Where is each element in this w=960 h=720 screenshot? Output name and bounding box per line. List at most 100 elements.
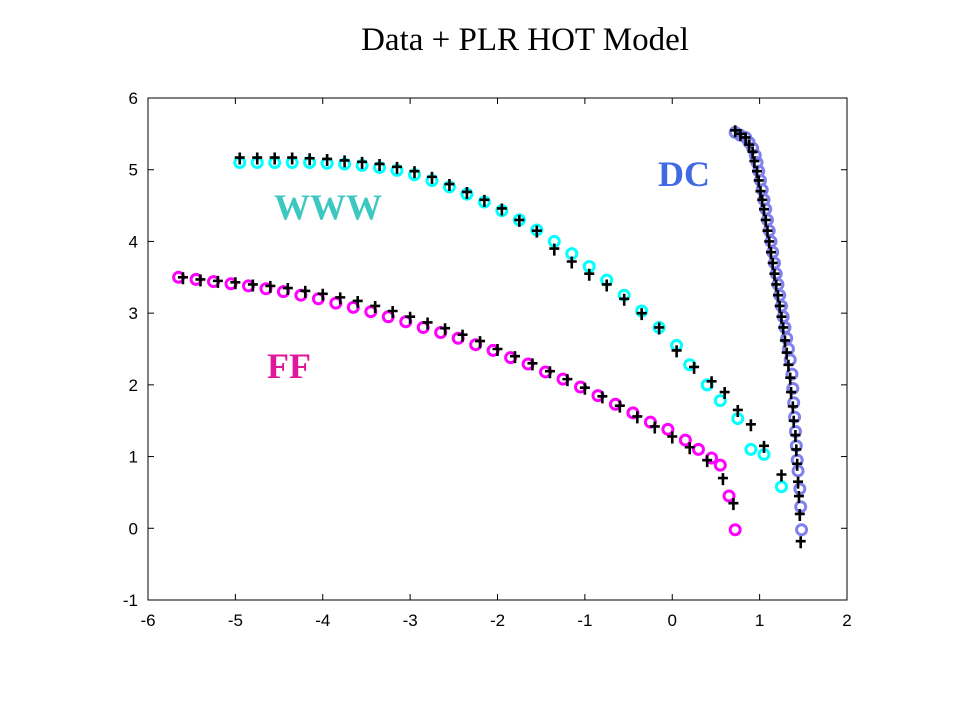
model-point-dc [795, 523, 809, 537]
data-point-dc [788, 415, 799, 428]
model-point-ff [713, 458, 727, 472]
data-point-www [252, 152, 263, 165]
model-point-dc [786, 381, 800, 395]
y-tick-label: 3 [129, 304, 138, 323]
data-point-dc [760, 214, 771, 227]
y-tick-label: 4 [129, 232, 138, 251]
data-point-www [619, 293, 630, 306]
x-tick-label: -4 [315, 611, 330, 630]
series-www [233, 152, 788, 494]
data-point-www [601, 279, 612, 292]
data-point-ff [387, 305, 398, 318]
data-point-www [776, 469, 787, 482]
data-point-ff [728, 498, 739, 511]
x-tick-label: -6 [140, 611, 155, 630]
data-point-ff [230, 277, 241, 290]
data-point-ff [544, 366, 555, 379]
chart-title: Data + PLR HOT Model [361, 22, 689, 58]
x-axis: -6 -5 -4 -3 -2 -1 0 1 2 [140, 98, 852, 630]
data-point-dc [730, 125, 741, 138]
data-point-www [654, 322, 665, 335]
data-point-dc [762, 225, 773, 238]
x-tick-label: -3 [403, 611, 418, 630]
model-point-www [774, 480, 788, 494]
data-point-ff [702, 455, 713, 468]
series-label-ff: FF [267, 346, 311, 386]
model-point-dc [780, 331, 794, 345]
data-point-dc [793, 476, 804, 489]
data-point-dc [791, 444, 802, 457]
data-point-dc [787, 401, 798, 414]
data-point-dc [790, 430, 801, 443]
data-point-ff [282, 283, 293, 296]
y-tick-label: 5 [129, 161, 138, 180]
data-point-ff [195, 274, 206, 287]
data-point-dc [753, 175, 764, 188]
y-tick-label: 1 [129, 448, 138, 467]
model-point-dc [785, 367, 799, 381]
x-tick-label: -5 [228, 611, 243, 630]
data-point-dc [757, 194, 768, 207]
data-point-www [304, 153, 315, 166]
data-point-dc [785, 372, 796, 385]
data-point-www [287, 152, 298, 165]
data-point-ff [212, 275, 223, 288]
data-point-www [479, 194, 490, 207]
x-tick-label: 2 [842, 611, 851, 630]
data-point-dc [767, 257, 778, 270]
data-point-ff [457, 329, 468, 342]
data-point-dc [774, 300, 785, 313]
data-point-ff [632, 411, 643, 424]
y-axis: -1 0 1 2 3 4 5 6 [123, 89, 847, 610]
data-point-ff [440, 323, 451, 336]
data-point-www [549, 243, 560, 256]
data-point-ff [684, 442, 695, 455]
model-point-ff [691, 442, 705, 456]
series-ff [172, 270, 742, 537]
data-point-www [706, 376, 717, 389]
data-point-dc [755, 186, 766, 199]
data-point-ff [265, 280, 276, 293]
data-point-dc [749, 156, 760, 169]
data-point-www [719, 387, 730, 400]
data-point-ff [335, 292, 346, 305]
data-point-www [584, 268, 595, 281]
series-layer [172, 125, 809, 549]
x-tick-label: -1 [577, 611, 592, 630]
data-point-dc [747, 146, 758, 159]
data-point-www [671, 345, 682, 358]
model-point-www [713, 394, 727, 408]
data-point-dc [765, 247, 776, 260]
data-point-dc [771, 279, 782, 292]
data-point-ff [614, 400, 625, 413]
x-tick-label: -2 [490, 611, 505, 630]
data-point-www [234, 152, 245, 165]
data-point-www [409, 166, 420, 179]
data-point-ff [649, 421, 660, 434]
data-point-dc [786, 387, 797, 400]
data-point-www [496, 203, 507, 216]
model-point-ff [678, 433, 692, 447]
data-point-www [322, 153, 333, 166]
data-point-ff [475, 336, 486, 349]
y-tick-label: -1 [123, 591, 138, 610]
data-point-dc [752, 166, 763, 179]
data-point-ff [579, 382, 590, 395]
data-point-dc [776, 311, 787, 324]
model-point-ff [661, 422, 675, 436]
data-point-ff [352, 295, 363, 308]
data-point-dc [735, 128, 746, 141]
data-point-ff [509, 351, 520, 364]
data-point-www [758, 440, 769, 453]
data-point-www [426, 171, 437, 184]
x-tick-label: 1 [755, 611, 764, 630]
data-point-dc [764, 236, 775, 249]
data-point-dc [744, 139, 755, 152]
data-point-ff [370, 300, 381, 313]
data-point-dc [795, 536, 806, 549]
y-tick-label: 2 [129, 376, 138, 395]
data-point-dc [783, 359, 794, 372]
data-point-ff [177, 272, 188, 285]
data-point-www [745, 419, 756, 432]
x-tick-label: 0 [668, 611, 677, 630]
